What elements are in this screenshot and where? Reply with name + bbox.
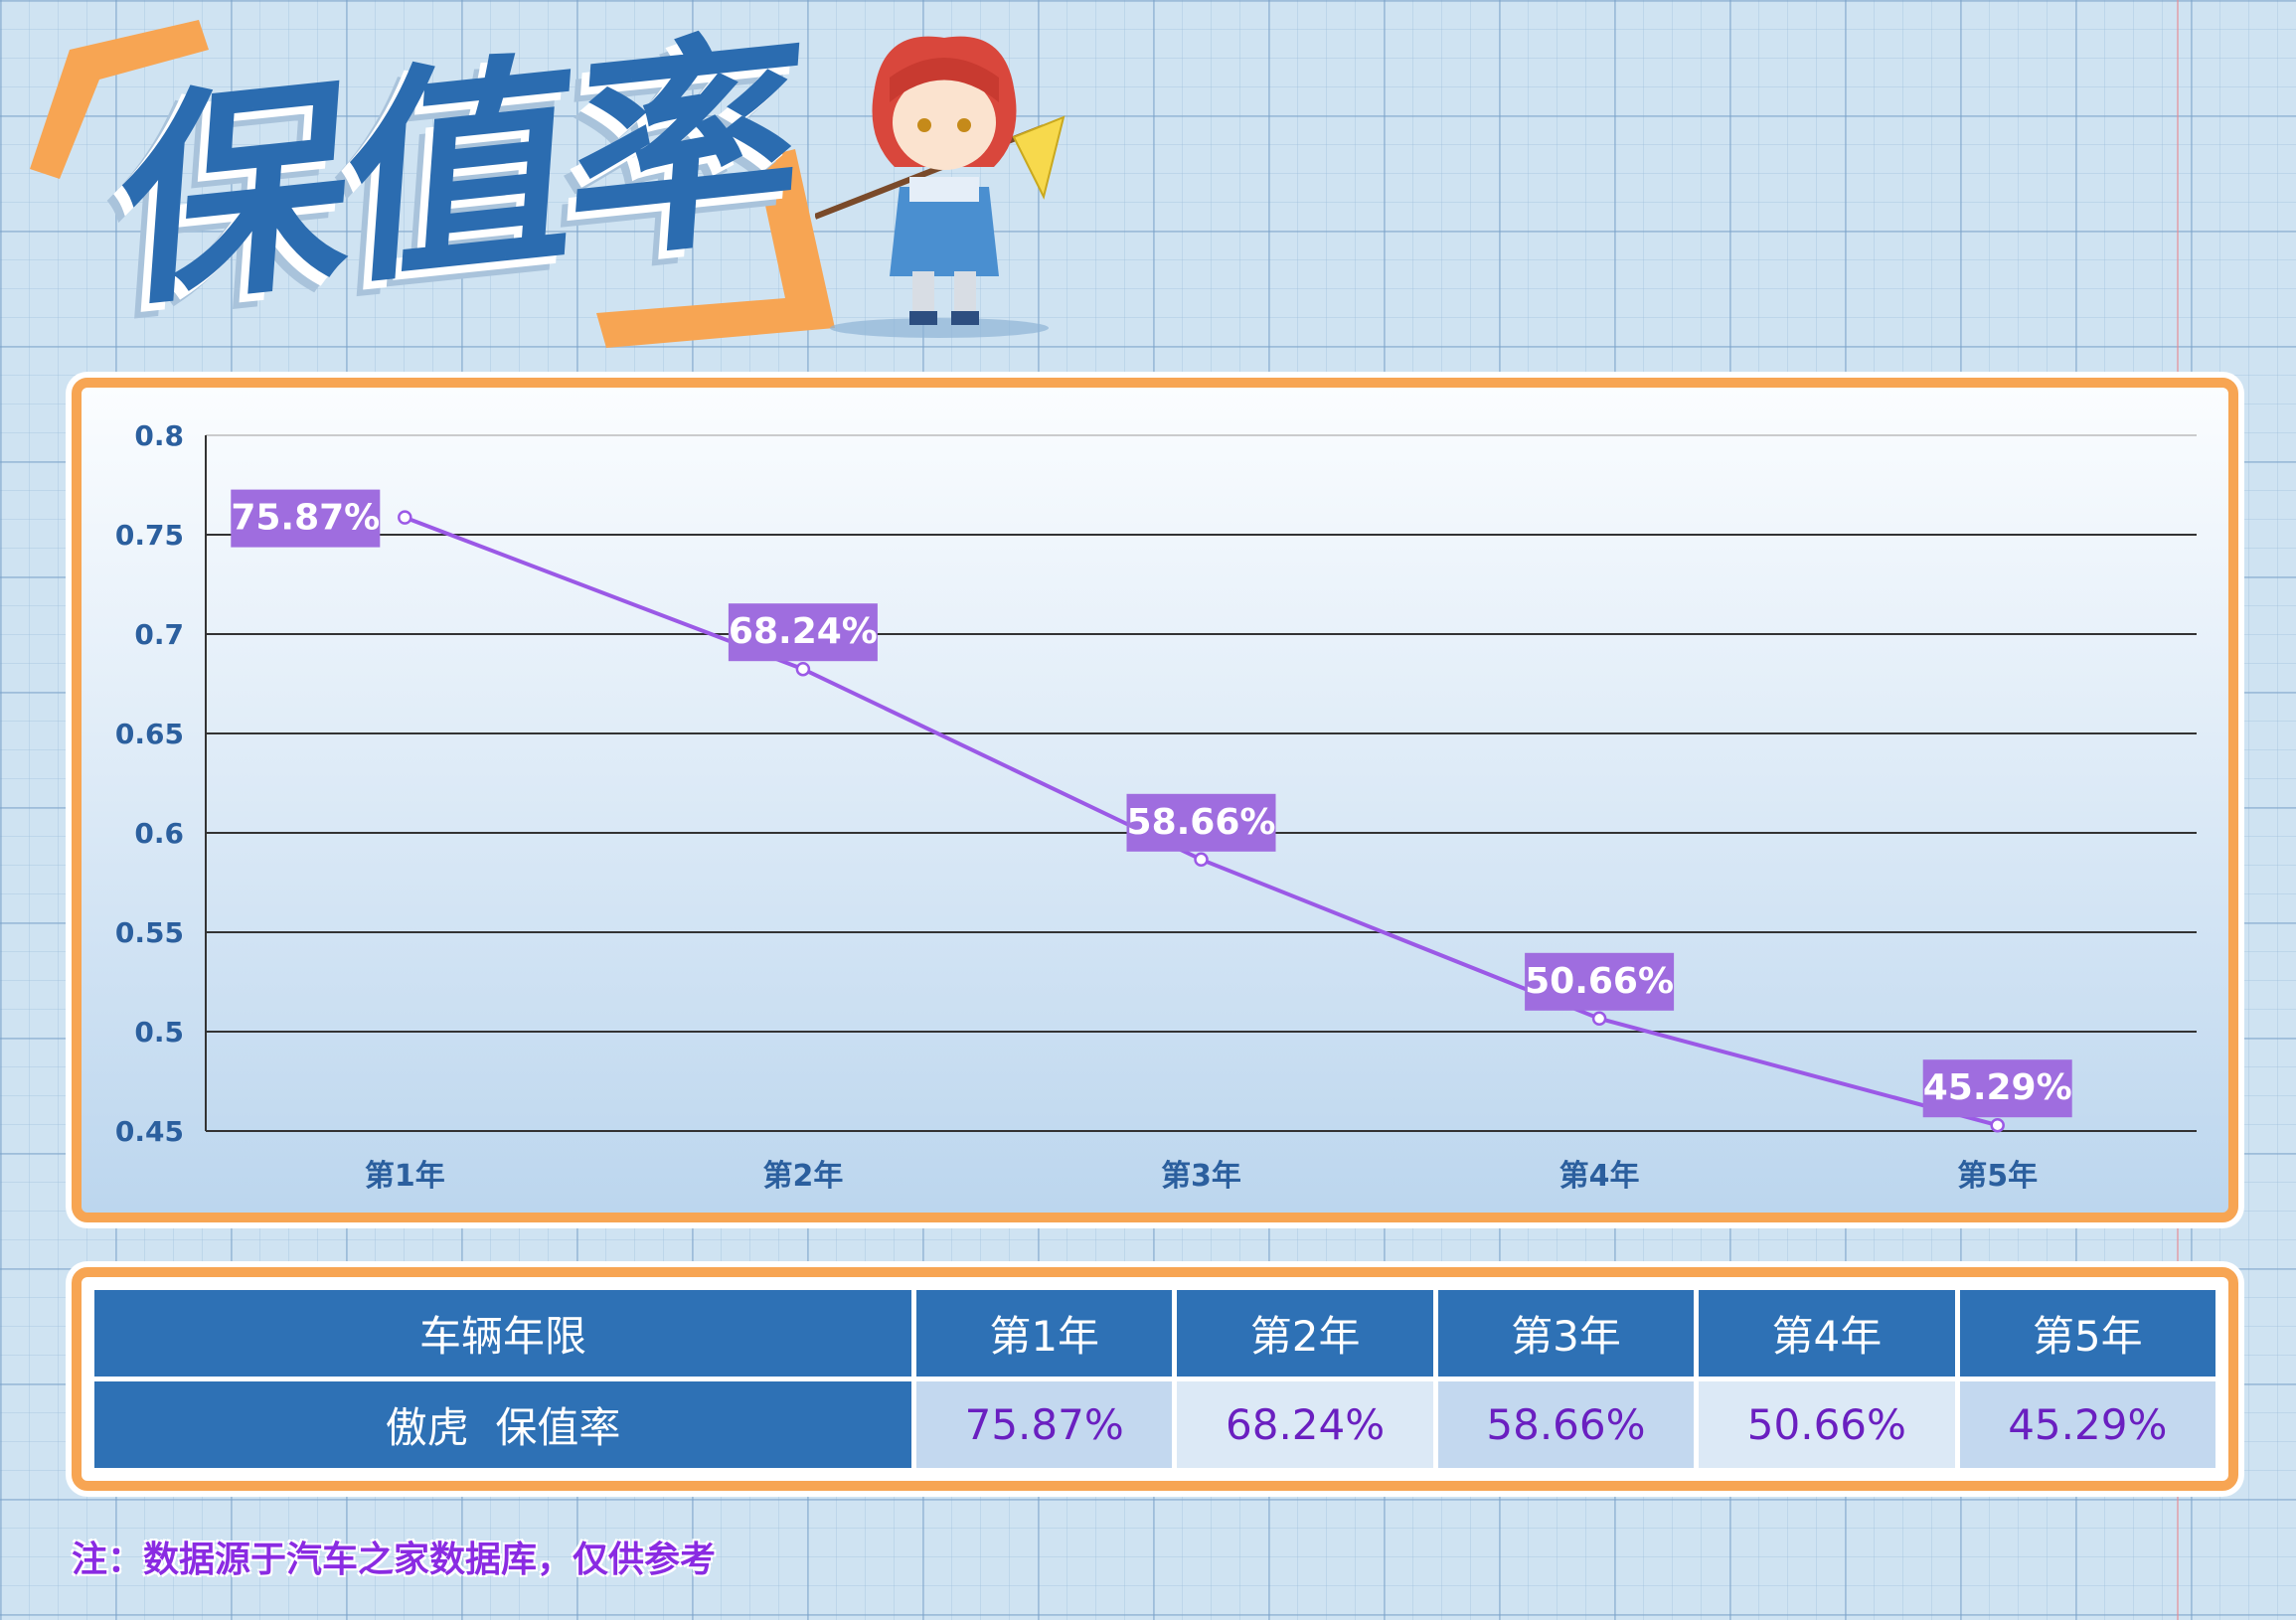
data-label: 45.29% — [1923, 1067, 2072, 1108]
line-chart: 0.8 0.75 0.7 0.65 0.6 0.55 0.5 0.45 第1年 第2年 第3年 第4年… — [115, 419, 2197, 1194]
source-note: 注：数据源于汽车之家数据库，仅供参考 — [72, 1539, 717, 1580]
y-tick-label: 0.8 — [134, 419, 184, 452]
x-tick-label: 第1年 — [365, 1159, 445, 1194]
data-label-box — [231, 489, 381, 548]
title-block: 保值率 — [30, 6, 835, 358]
y-tick-label: 0.45 — [115, 1115, 184, 1148]
x-tick-label: 第2年 — [762, 1159, 843, 1194]
table-row: 傲虎 保值率 75.87% 68.24% 58.66% 50.66% 45.29… — [94, 1381, 2215, 1468]
data-point — [795, 661, 811, 677]
header-year-3: 第3年 — [1437, 1290, 1695, 1377]
table-header-row: 车辆年限 第1年 第2年 第3年 第4年 第5年 — [94, 1290, 2215, 1377]
header-year-2: 第2年 — [1177, 1290, 1433, 1377]
retention-table: 车辆年限 第1年 第2年 第3年 第4年 第5年 傲虎 保值率 75.87% 6… — [89, 1285, 2220, 1473]
data-point — [1990, 1117, 2005, 1133]
y-tick-label: 0.7 — [134, 618, 184, 651]
data-label: 58.66% — [1127, 802, 1276, 843]
y-tick-label: 0.55 — [115, 916, 184, 949]
x-tick-label: 第3年 — [1161, 1159, 1241, 1194]
data-label: 75.87% — [231, 498, 380, 539]
data-point — [1194, 852, 1209, 868]
value-year-5: 45.29% — [1959, 1381, 2215, 1468]
chart-panel: 0.8 0.75 0.7 0.65 0.6 0.55 0.5 0.45 第1年 第2年 第3年 第4年… — [72, 378, 2238, 1222]
page-title: 保值率 — [110, 6, 806, 341]
data-table-panel: 车辆年限 第1年 第2年 第3年 第4年 第5年 傲虎 保值率 75.87% 6… — [72, 1267, 2238, 1491]
data-label-box — [728, 603, 878, 662]
y-tick-label: 0.75 — [115, 519, 184, 552]
header-year-4: 第4年 — [1699, 1290, 1955, 1377]
value-year-2: 68.24% — [1177, 1381, 1433, 1468]
data-label: 68.24% — [729, 611, 878, 652]
x-tick-label: 第4年 — [1559, 1159, 1640, 1194]
cartoon-warrior-mascot-icon — [815, 36, 1066, 338]
y-tick-label: 0.65 — [115, 718, 184, 750]
y-tick-label: 0.6 — [134, 817, 184, 850]
bracket-top-left-icon — [30, 20, 209, 179]
header-label-cell: 车辆年限 — [94, 1290, 911, 1377]
x-tick-label: 第5年 — [1957, 1159, 2038, 1194]
y-tick-label: 0.5 — [134, 1016, 184, 1049]
data-label: 50.66% — [1525, 961, 1674, 1002]
bracket-bottom-right-icon — [596, 149, 835, 348]
data-point — [398, 510, 412, 525]
value-year-3: 58.66% — [1437, 1381, 1695, 1468]
value-year-4: 50.66% — [1699, 1381, 1955, 1468]
data-label-box — [1126, 793, 1276, 852]
row-label-cell: 傲虎 保值率 — [94, 1381, 911, 1468]
data-label-box — [1922, 1059, 2072, 1118]
value-year-1: 75.87% — [916, 1381, 1173, 1468]
header-year-1: 第1年 — [916, 1290, 1173, 1377]
data-label-box — [1525, 952, 1675, 1011]
header-year-5: 第5年 — [1959, 1290, 2215, 1377]
data-point — [1591, 1011, 1607, 1027]
